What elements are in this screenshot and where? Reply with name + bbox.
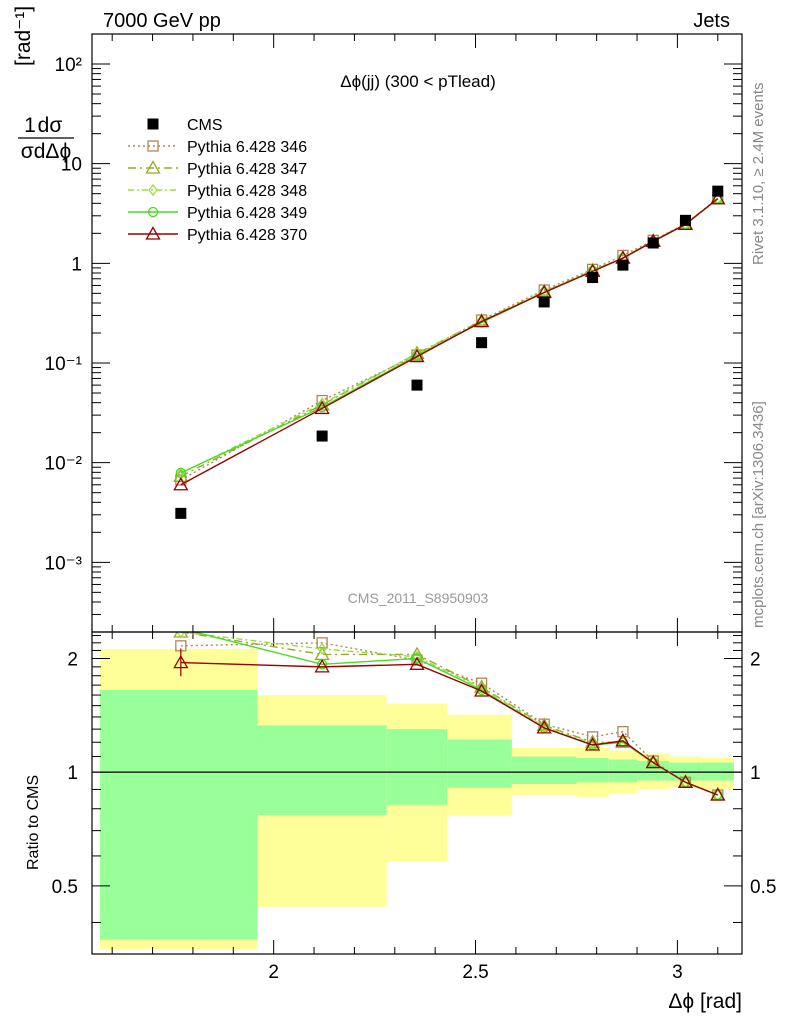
ratio-tick-label-right: 1 — [750, 763, 761, 784]
y-tick-label: 10² — [55, 55, 82, 76]
ratio-point — [536, 720, 552, 734]
y-tick-label: 1 — [71, 254, 82, 275]
y-axis-label-part-4: [rad⁻¹] — [12, 6, 35, 66]
ratio-tick-label: 0.5 — [52, 877, 78, 898]
ratio-point — [411, 653, 423, 664]
cms-data-point — [316, 430, 328, 442]
y-tick-label: 10⁻³ — [45, 553, 83, 574]
legend-label: Pythia 6.428 347 — [187, 161, 307, 178]
band-inner — [257, 725, 387, 816]
y-axis-label: 1 dσ σdΔϕ [rad⁻¹] — [12, 6, 74, 163]
legend-label: Pythia 6.428 349 — [187, 205, 307, 222]
ratio-point — [175, 632, 186, 639]
ratio-line — [180, 661, 719, 796]
legend-label-cms: CMS — [187, 117, 223, 134]
ratio-frame — [91, 631, 743, 955]
ratio-point — [409, 656, 425, 670]
cms-data-point — [647, 237, 659, 249]
y-axis-label-part-1: 1 — [24, 114, 36, 137]
cms-data-points — [175, 185, 724, 519]
legend-label: Pythia 6.428 346 — [187, 139, 307, 156]
cms-data-point — [712, 185, 724, 197]
ratio-plot-ticks: 2 2.5 3 0.5 0.5 1 1 2 2 — [52, 632, 776, 983]
series-point — [314, 400, 330, 415]
cms-data-point — [587, 272, 599, 284]
legend-marker — [145, 160, 161, 174]
ratio-line — [180, 642, 719, 796]
band-inner — [447, 739, 512, 788]
ratio-point — [710, 787, 726, 801]
series-point — [473, 313, 490, 328]
y-tick-label: 10 — [61, 155, 82, 176]
ratio-point — [615, 733, 631, 747]
y-tick-label: 10⁻² — [45, 454, 83, 475]
series-point — [173, 476, 189, 491]
ratio-tick-label: 2 — [67, 649, 78, 670]
ratio-point — [317, 642, 327, 655]
series-point — [409, 348, 425, 363]
band-inner — [608, 759, 638, 783]
legend-label: Pythia 6.428 348 — [187, 183, 307, 200]
cms-data-point — [679, 214, 691, 226]
x-tick-label: 3 — [672, 962, 683, 983]
ratio-point — [677, 774, 694, 788]
ratio-tick-label: 1 — [67, 763, 78, 784]
band-inner — [511, 756, 577, 785]
cms-data-point — [476, 337, 488, 349]
cms-data-point — [617, 259, 629, 271]
series-line — [180, 197, 719, 481]
header-left-label: 7000 GeV pp — [103, 10, 221, 32]
ratio-point — [409, 646, 425, 661]
legend-marker — [147, 206, 159, 218]
cms-data-point — [538, 296, 550, 308]
uncertainty-bands — [92, 648, 742, 950]
ratio-tick-label-right: 2 — [750, 649, 761, 670]
series-point — [710, 190, 726, 205]
band-inner — [100, 690, 258, 940]
ratio-point — [173, 632, 189, 638]
y-tick-label: 10⁻¹ — [45, 354, 83, 375]
x-tick-label: 2.5 — [462, 962, 488, 983]
ratio-point — [645, 754, 661, 769]
x-tick-label: 2 — [268, 962, 279, 983]
x-axis-label: Δϕ [rad] — [668, 990, 742, 1013]
legend-label: Pythia 6.428 370 — [187, 227, 307, 244]
chart-title: Δϕ(jj) (300 < pTlead) — [340, 72, 496, 91]
ratio-tick-label-right: 0.5 — [750, 877, 776, 898]
series-line — [180, 198, 719, 475]
ratio-point — [585, 737, 601, 751]
ratio-point — [473, 683, 490, 697]
legend-marker — [148, 183, 158, 197]
legend-marker — [147, 140, 159, 152]
band-inner — [576, 758, 609, 783]
ratio-series-lines — [173, 632, 726, 802]
y-axis-label-part-3: σdΔϕ — [21, 140, 71, 163]
upper-plot-ticks: 10⁻³ 10⁻² 10⁻¹ 1 10 10² — [45, 33, 742, 633]
legend-marker — [145, 226, 161, 240]
cms-data-point — [411, 379, 423, 391]
series-point — [175, 474, 187, 486]
series-line — [180, 198, 719, 486]
legend: CMS Pythia 6.428 346 Pythia 6.428 347 Pythi… — [128, 117, 307, 244]
rivet-label: Rivet 3.1.10, ≥ 2.4M events — [750, 83, 767, 266]
cms-data-point — [175, 507, 187, 519]
band-inner — [386, 729, 448, 805]
band-inner — [637, 761, 670, 781]
ratio-y-axis-label: Ratio to CMS — [25, 775, 42, 870]
legend-marker-cms — [147, 118, 159, 130]
header-right-label: Jets — [693, 10, 730, 32]
ratio-line — [180, 632, 719, 796]
mcplots-label: mcplots.cern.ch [arXiv:1306.3436] — [750, 401, 767, 628]
analysis-watermark: CMS_2011_S8950903 — [348, 590, 489, 606]
ratio-point — [314, 659, 330, 673]
y-axis-label-part-2: dσ — [38, 114, 63, 137]
